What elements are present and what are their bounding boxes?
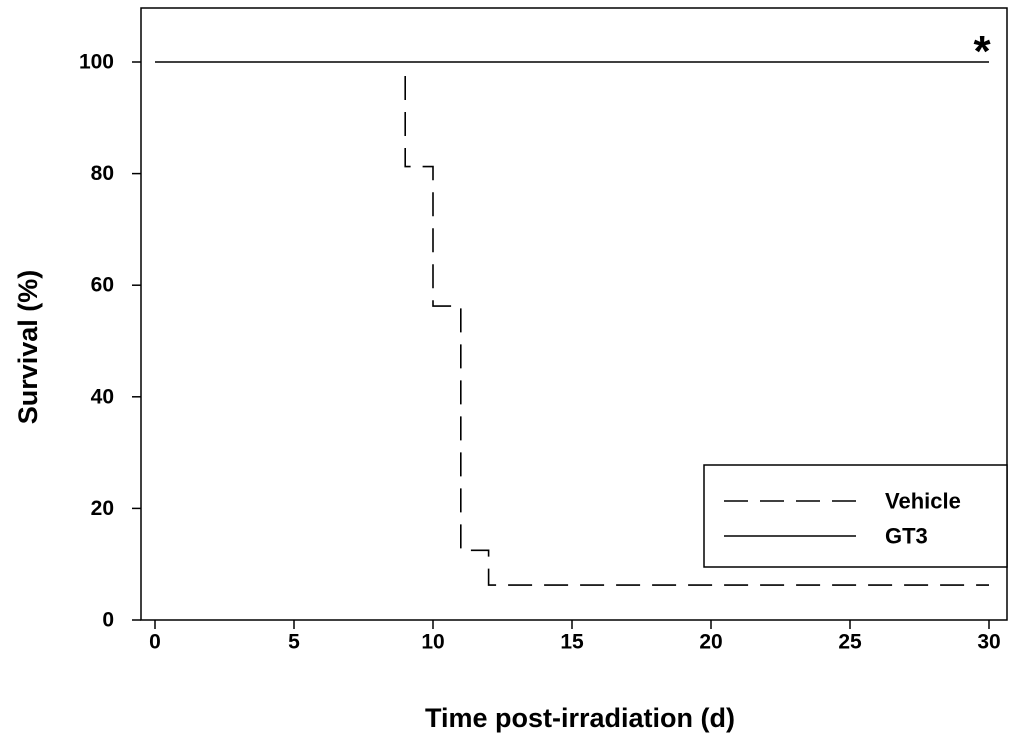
y-tick-label: 60 bbox=[91, 274, 114, 297]
y-tick-label: 100 bbox=[79, 51, 114, 74]
y-tick-label: 80 bbox=[91, 162, 114, 185]
x-tick-label: 30 bbox=[977, 631, 1000, 654]
y-tick-label: 20 bbox=[91, 497, 114, 520]
y-tick-label: 0 bbox=[102, 609, 114, 632]
x-tick-label: 25 bbox=[838, 631, 862, 654]
legend: Vehicle GT3 bbox=[703, 464, 1008, 568]
significance-asterisk: * bbox=[973, 27, 991, 76]
x-tick-label: 5 bbox=[288, 631, 300, 654]
x-tick-label: 20 bbox=[699, 631, 722, 654]
plot-frame bbox=[140, 7, 1008, 621]
x-tick-label: 10 bbox=[421, 631, 444, 654]
legend-box bbox=[703, 464, 1008, 568]
series-layer bbox=[155, 61, 989, 586]
legend-label-gt3: GT3 bbox=[885, 524, 928, 549]
y-axis-title: Survival (%) bbox=[13, 270, 43, 425]
series-line-vehicle bbox=[404, 76, 989, 586]
x-tick-label: 0 bbox=[149, 631, 161, 654]
ticks-layer: 0 5 10 15 20 25 30 0 20 40 60 80 100 bbox=[79, 51, 1001, 654]
x-axis-title: Time post-irradiation (d) bbox=[425, 703, 735, 733]
x-tick-label: 15 bbox=[560, 631, 584, 654]
y-tick-label: 40 bbox=[91, 385, 114, 408]
legend-label-vehicle: Vehicle bbox=[885, 489, 961, 514]
